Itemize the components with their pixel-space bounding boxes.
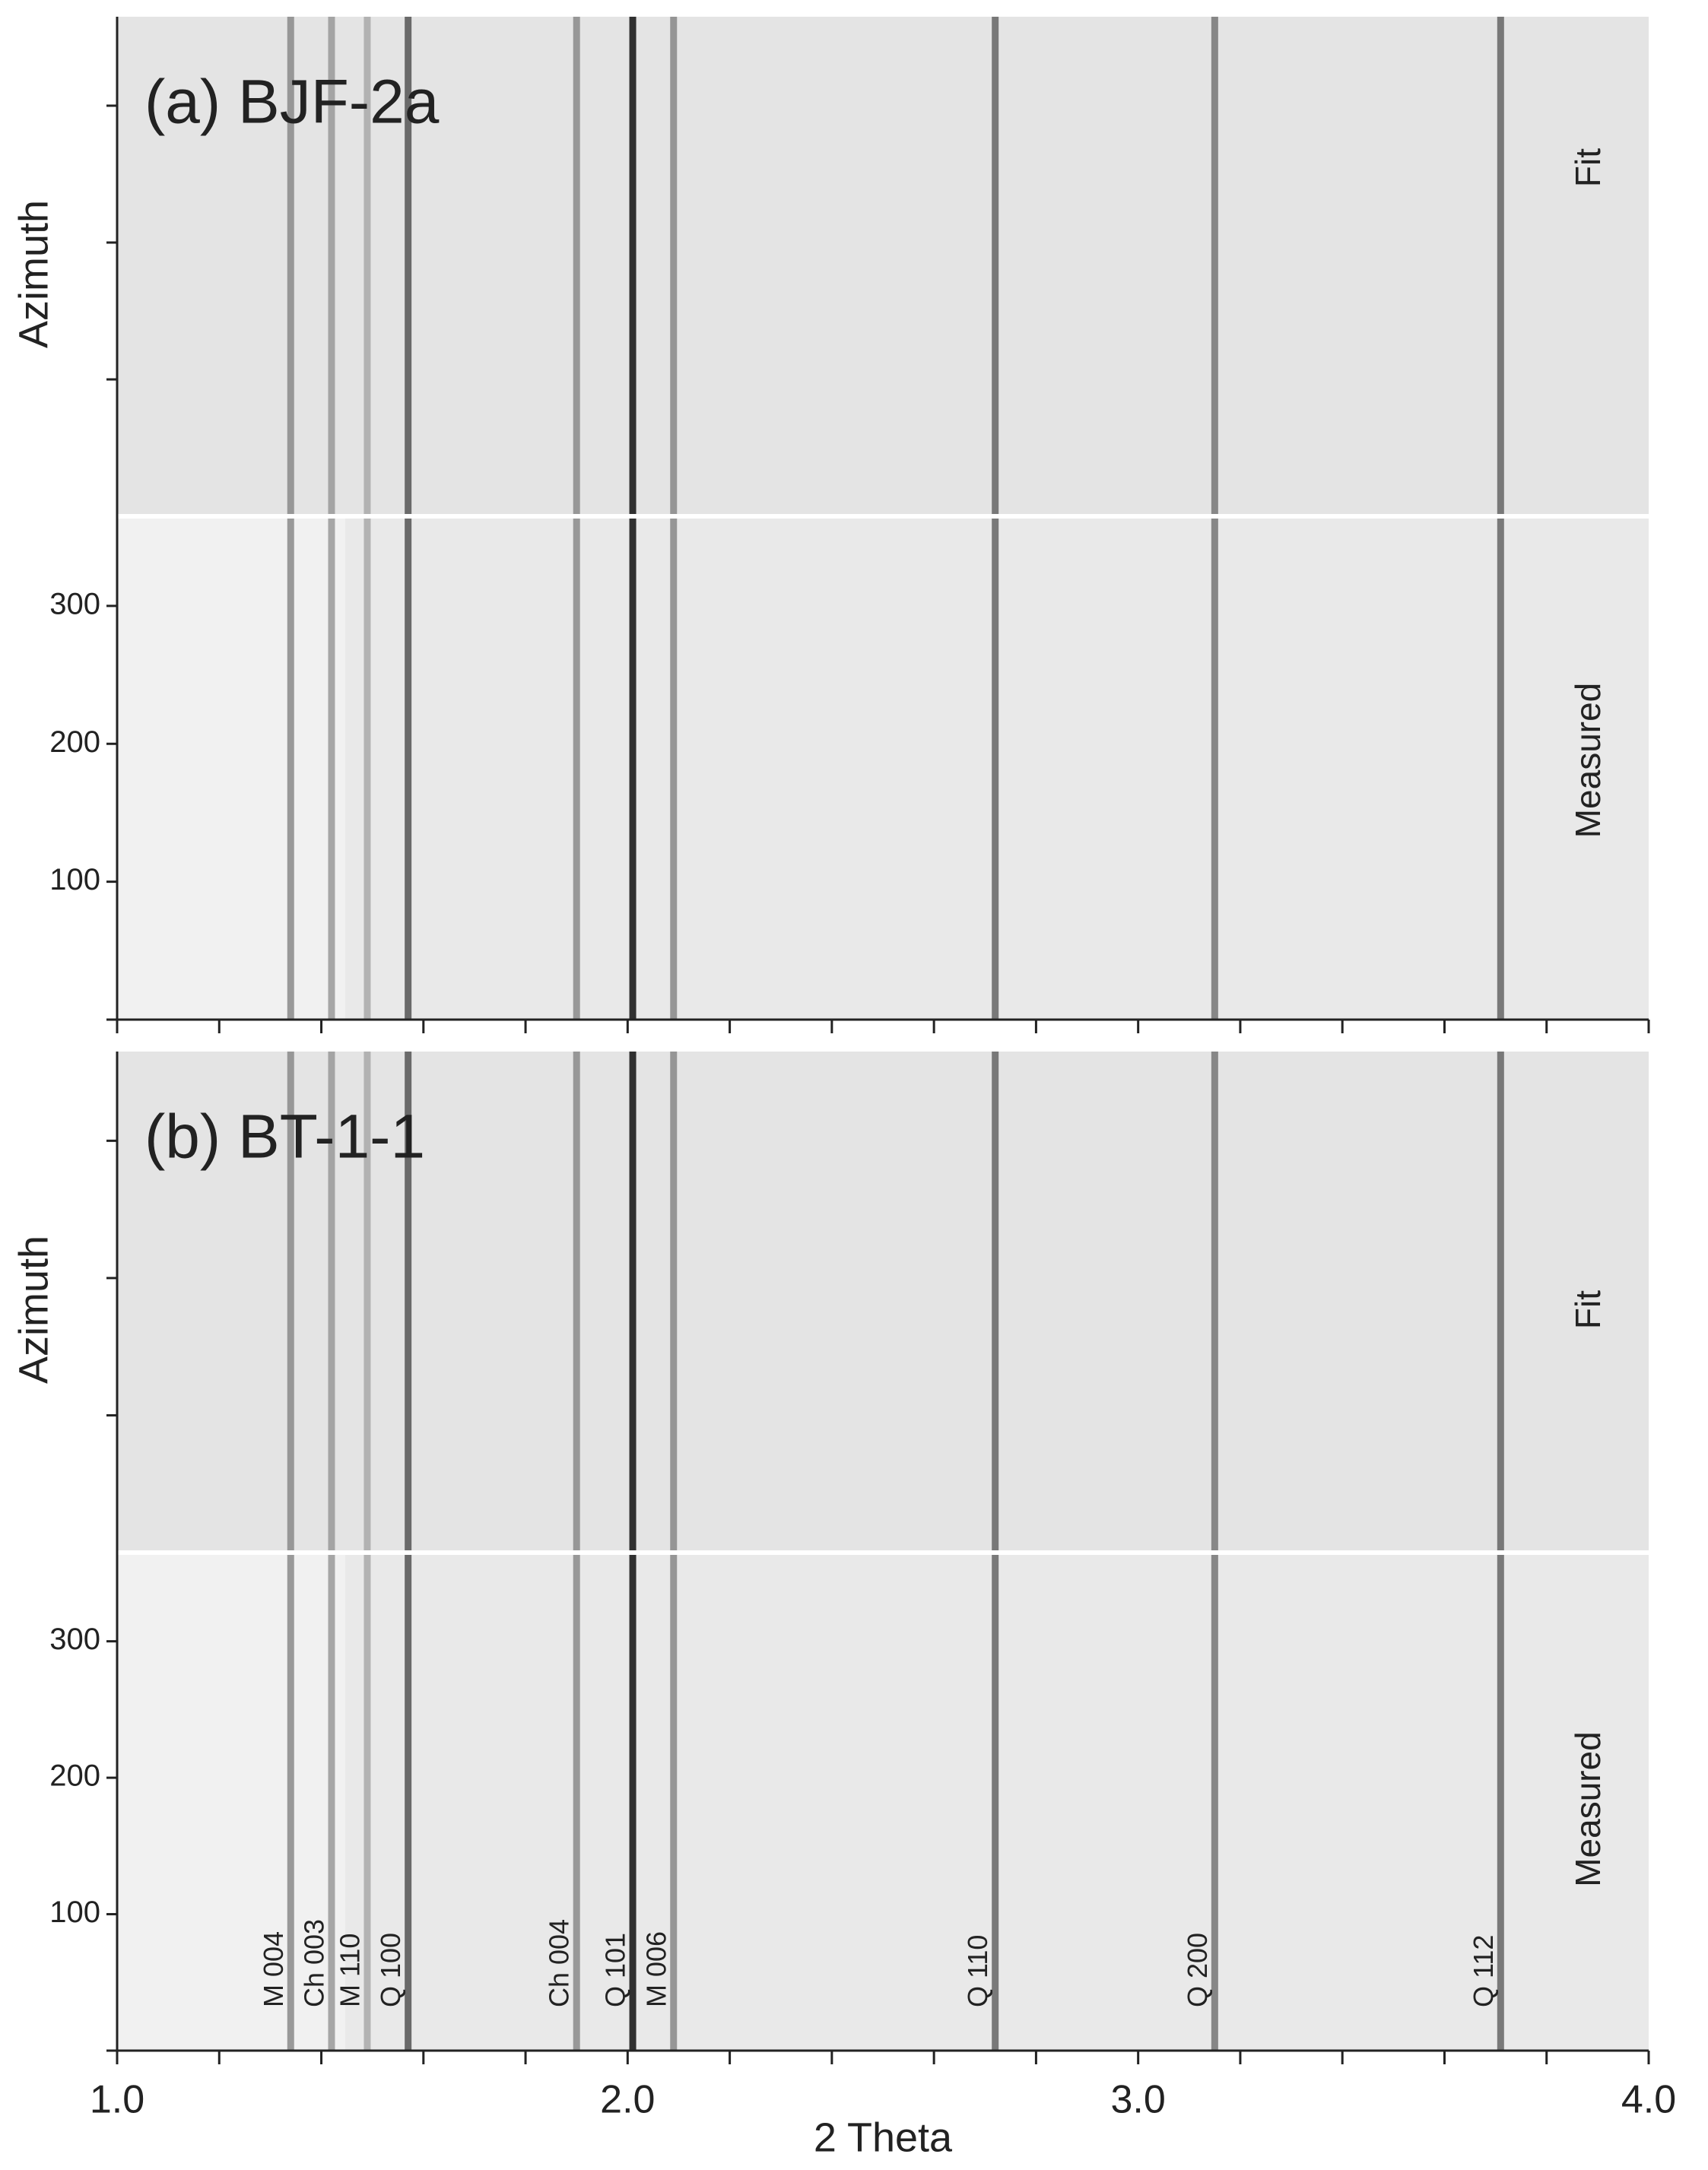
y-axis-label: Azimuth — [11, 200, 56, 348]
measured-label: Measured — [1568, 683, 1608, 839]
y-tick-label: 300 — [49, 1623, 100, 1656]
fit-label: Fit — [1568, 1290, 1608, 1329]
peak-label: Q 200 — [1182, 1933, 1213, 2007]
y-tick-label: 100 — [49, 1896, 100, 1929]
y-tick-label: 300 — [49, 587, 100, 620]
peak-label: Q 112 — [1468, 1935, 1499, 2007]
peak-label: M 110 — [334, 1934, 365, 2007]
x-axis-label: 2 Theta — [814, 2114, 953, 2160]
y-tick-label: 100 — [49, 863, 100, 896]
fit-background — [117, 17, 1649, 516]
fit-background — [117, 1052, 1649, 1553]
x-tick-label: 1.0 — [90, 2078, 144, 2122]
fit-label: Fit — [1568, 148, 1608, 187]
x-tick-label: 4.0 — [1621, 2078, 1676, 2122]
peak-label: Q 101 — [600, 1933, 631, 2007]
peak-label: M 006 — [640, 1931, 671, 2007]
panel-title: (a) BJF-2a — [144, 68, 440, 137]
peak-label: Q 110 — [962, 1935, 993, 2007]
left-light-region — [117, 516, 345, 1020]
panel-title: (b) BT-1-1 — [144, 1102, 425, 1172]
x-tick-label: 3.0 — [1111, 2078, 1166, 2122]
left-light-region — [117, 1553, 345, 2051]
x-tick-label: 2.0 — [600, 2078, 655, 2122]
y-axis-label: Azimuth — [11, 1236, 56, 1384]
peak-label: Ch 004 — [544, 1919, 575, 2007]
measured-background — [117, 1553, 1649, 2051]
y-tick-label: 200 — [49, 725, 100, 759]
measured-background — [117, 516, 1649, 1020]
peak-label: Ch 003 — [298, 1919, 329, 2007]
measured-label: Measured — [1568, 1731, 1608, 1887]
peak-label: M 004 — [258, 1931, 289, 2007]
y-tick-label: 200 — [49, 1759, 100, 1793]
peak-label: Q 100 — [375, 1933, 406, 2007]
